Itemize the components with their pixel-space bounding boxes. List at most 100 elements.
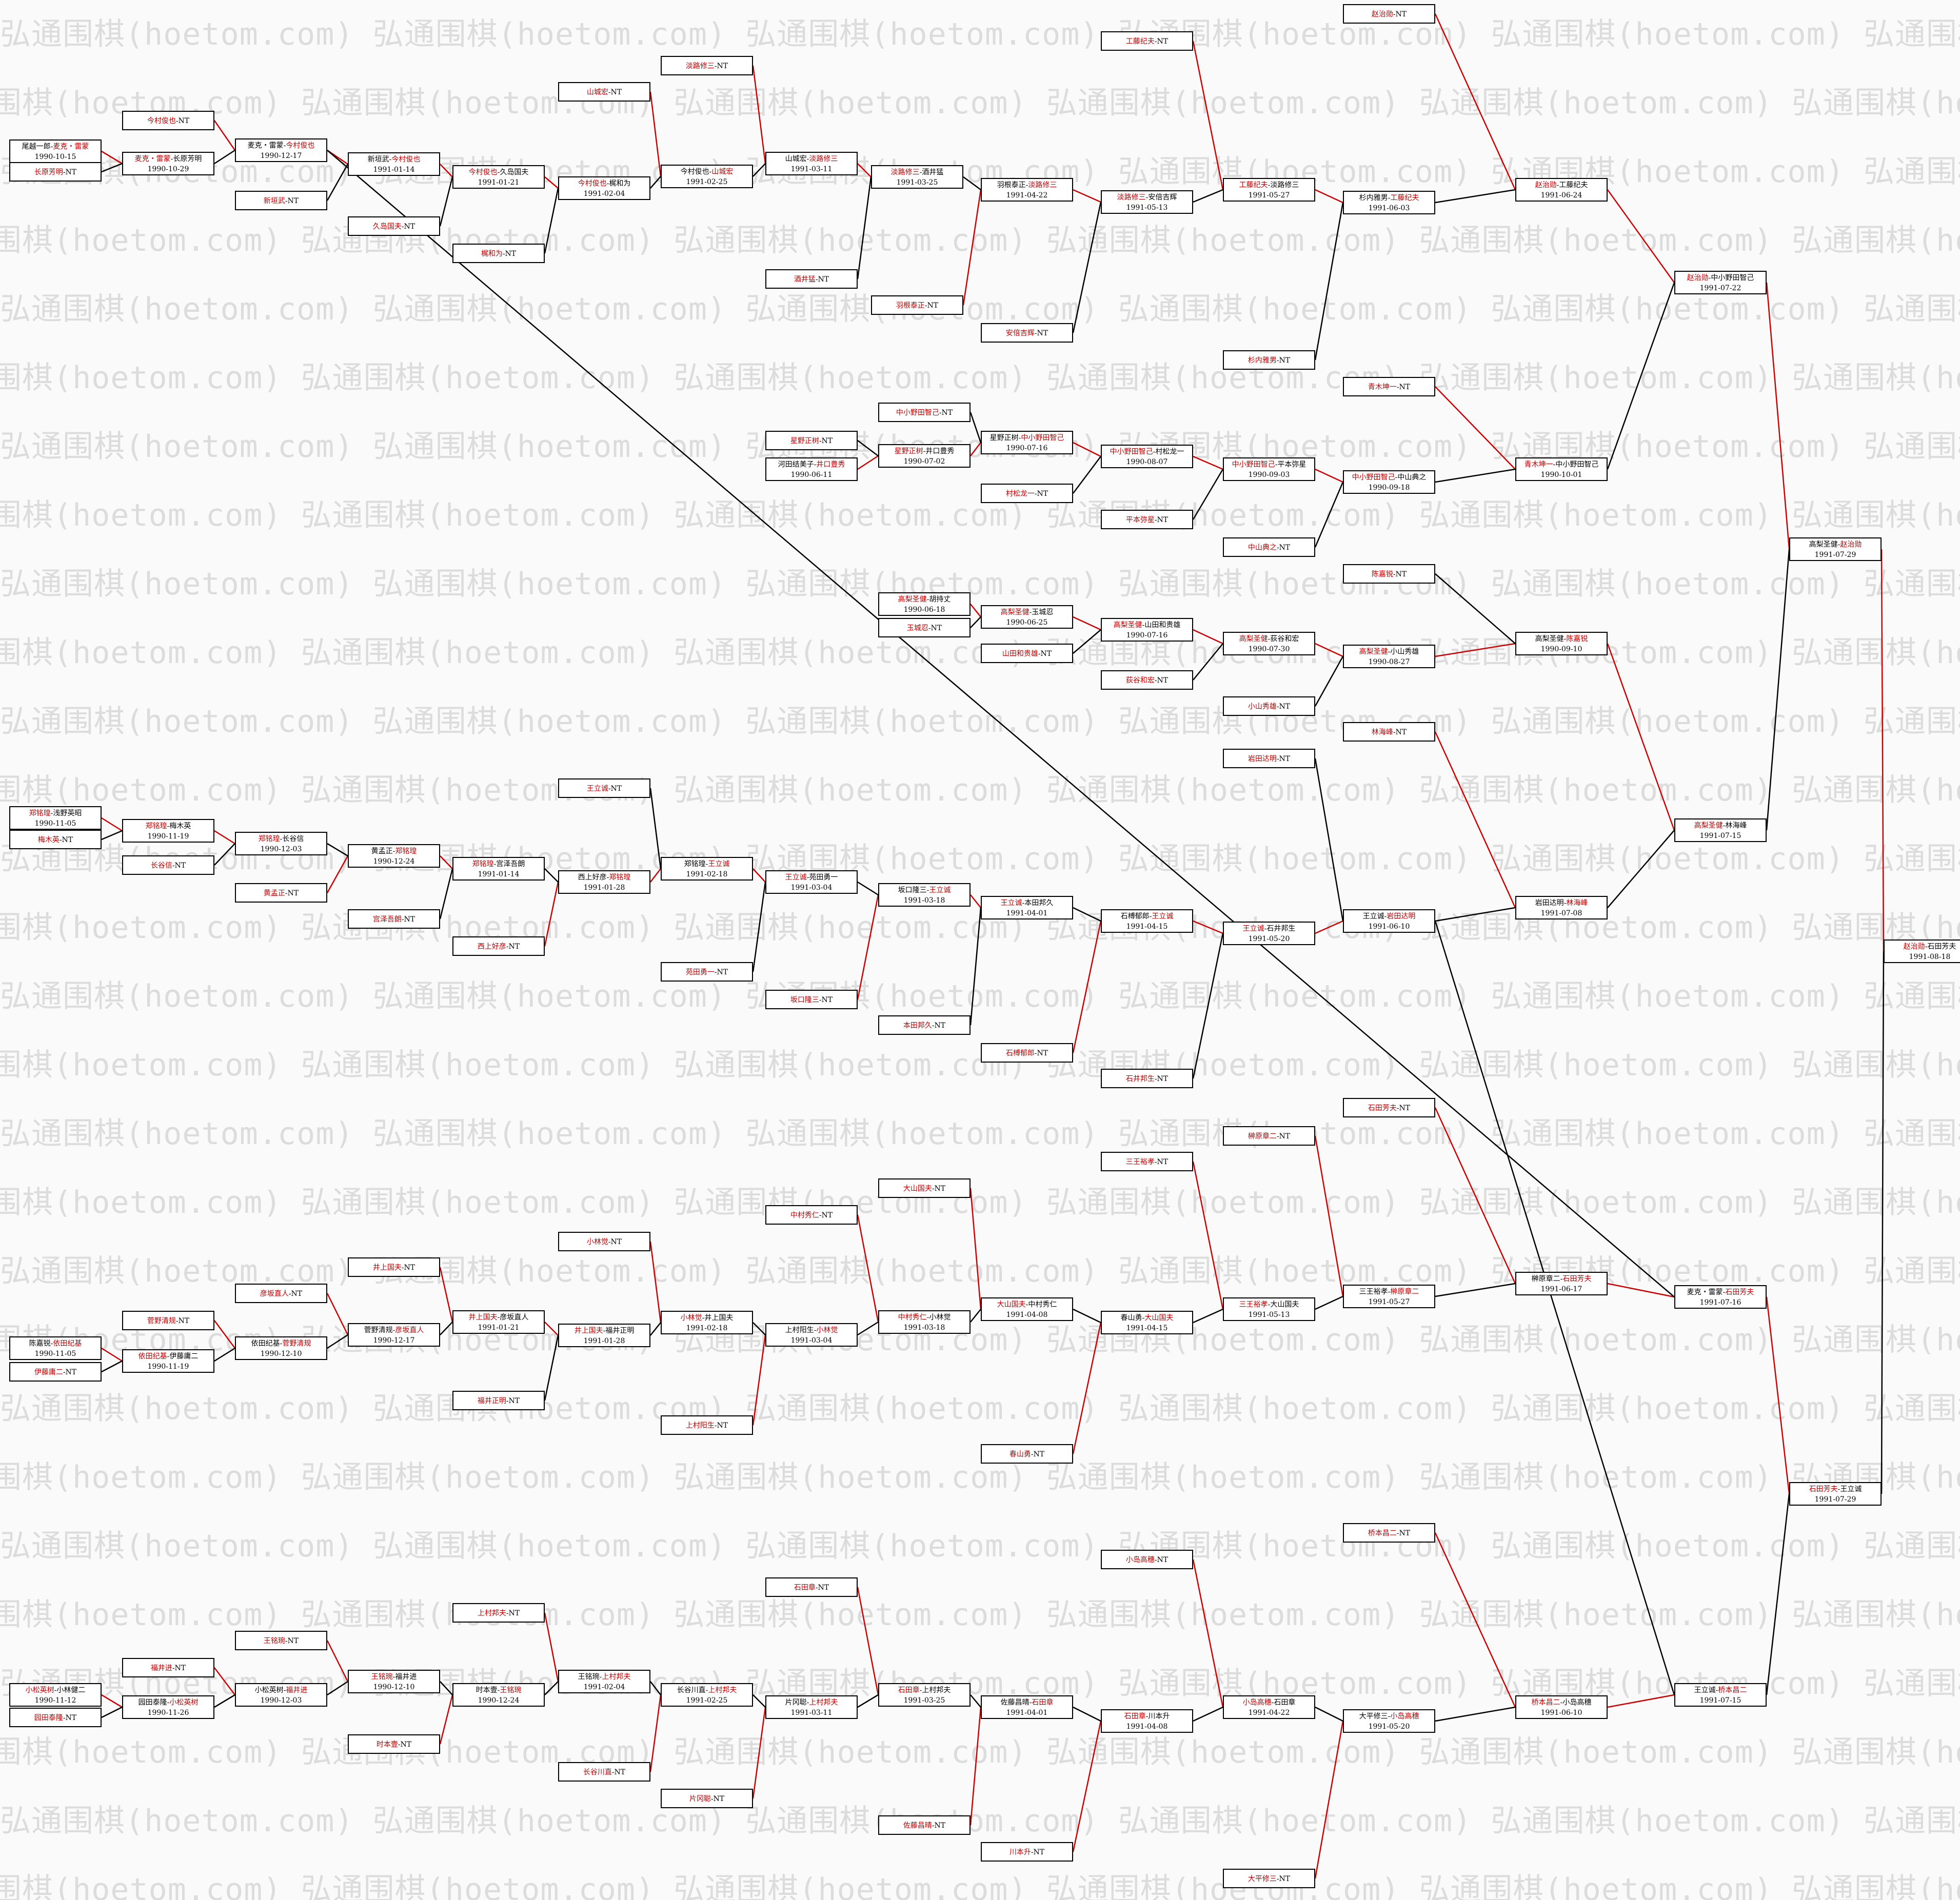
match-node: 王立诚-石井邦生 1991-05-20 xyxy=(1223,922,1315,945)
player-name: 石田芳夫 xyxy=(1368,1104,1397,1112)
bracket-connector xyxy=(1315,920,1343,934)
player-name: 麦克・雷蒙 xyxy=(53,143,89,151)
player-name: 本田邦久 xyxy=(1024,899,1054,907)
bracket-connector xyxy=(1880,951,1885,1494)
match-node: 王立诚-桥本昌二 1991-07-15 xyxy=(1674,1683,1767,1707)
player-name: 王立诚 xyxy=(1152,912,1174,921)
player-name: 岩田达明 xyxy=(1248,755,1277,763)
bracket-connector xyxy=(1192,933,1224,1079)
player-name: 福井进 xyxy=(395,1673,417,1681)
player-name: 郑铭瑝 xyxy=(145,822,167,830)
bye-entry: 岩田达明-NT xyxy=(1223,749,1315,768)
match-date: 1991-01-21 xyxy=(478,178,520,187)
match-node: 石榑郁郎-王立诚 1991-04-15 xyxy=(1101,909,1193,933)
player-name: 中村秀仁 xyxy=(790,1211,819,1219)
player-name: 园田泰隆 xyxy=(34,1714,63,1722)
bracket-connector xyxy=(327,1681,348,1696)
player-name: 青木坤一 xyxy=(1368,383,1397,391)
player-name: 王立诚 xyxy=(1694,1686,1716,1694)
bracket-connector xyxy=(1192,1559,1224,1708)
player-name: 上村邦夫 xyxy=(477,1609,506,1617)
match-date: 1990-08-27 xyxy=(1368,658,1410,666)
player-name: 高梨圣健 xyxy=(1113,621,1142,629)
bracket-connector xyxy=(753,1694,766,1708)
match-node: 大平修三-小岛高穗 1991-05-20 xyxy=(1343,1709,1435,1733)
match-date: 1991-07-22 xyxy=(1699,284,1741,292)
bye-entry: 片冈聪-NT xyxy=(661,1789,753,1808)
bracket-connector xyxy=(1434,921,1675,1695)
bracket-connector xyxy=(326,855,349,893)
match-date: 1991-04-08 xyxy=(1006,1311,1048,1319)
bracket-connector xyxy=(1315,1295,1343,1310)
player-name: 中山典之 xyxy=(1248,544,1277,552)
player-name: 井口豊秀 xyxy=(925,447,955,455)
match-date: 1991-07-16 xyxy=(1699,1298,1741,1307)
bracket-connector xyxy=(970,616,981,628)
bracket-connector xyxy=(1607,1694,1675,1708)
match-date: 1991-08-18 xyxy=(1909,953,1951,961)
match-node: 麦克・雷蒙-长原芳明 1990-10-29 xyxy=(122,152,214,175)
bracket-connector xyxy=(649,1241,662,1323)
bracket-connector xyxy=(1192,1161,1224,1310)
bracket-connector xyxy=(1073,442,1101,457)
player-name: 小林觉 xyxy=(586,1238,608,1246)
bracket-connector xyxy=(214,1347,235,1362)
player-name: 石田章 xyxy=(1124,1712,1146,1721)
player-name: 淡路修三 xyxy=(1117,193,1146,202)
player-name: 梶和为 xyxy=(481,250,503,258)
player-name: 村松龙一 xyxy=(1155,448,1184,456)
bracket-connector xyxy=(1766,549,1790,831)
match-node: 高梨圣健-胡持丈 1990-06-18 xyxy=(878,592,971,616)
bye-entry: 坂口隆三-NT xyxy=(765,990,858,1009)
match-node: 高梨圣健-小山秀雄 1990-08-27 xyxy=(1343,645,1435,668)
player-name: 久岛国夫 xyxy=(500,168,529,176)
bye-entry: 青木坤一-NT xyxy=(1343,377,1435,396)
player-name: 星野正树 xyxy=(989,434,1019,442)
match-date: 1991-07-15 xyxy=(1699,1696,1741,1705)
bye-entry: 川本升-NT xyxy=(981,1842,1073,1862)
match-node: 西上好彦-郑铭瑝 1991-01-28 xyxy=(558,870,650,894)
bracket-connector xyxy=(857,440,879,456)
match-node: 榊原章二-石田芳夫 1991-06-17 xyxy=(1515,1272,1608,1295)
bracket-connector xyxy=(1607,189,1675,283)
bracket-connector xyxy=(101,163,123,173)
player-name: 麦克・雷蒙 xyxy=(1687,1288,1723,1296)
bracket-connector xyxy=(440,164,453,177)
bye-entry: 久岛国夫-NT xyxy=(348,216,440,236)
player-name: 中小野田智己 xyxy=(1110,448,1153,456)
bye-entry: 玉城忍-NT xyxy=(878,618,971,637)
match-date: 1990-12-24 xyxy=(373,857,415,866)
player-name: 羽根泰正 xyxy=(896,302,925,310)
bracket-connector xyxy=(857,163,872,177)
bracket-connector xyxy=(327,1334,348,1349)
bracket-connector xyxy=(1314,758,1344,922)
match-node: 石田章-上村邦夫 1991-03-25 xyxy=(878,1683,971,1707)
player-name: 陈嘉锐 xyxy=(1371,570,1393,578)
player-name: 小山秀雄 xyxy=(1390,648,1419,656)
bracket-connector xyxy=(214,830,235,845)
player-name: 三王裕孝 xyxy=(1125,1158,1155,1166)
bracket-connector xyxy=(327,150,1675,1297)
bracket-connector xyxy=(970,894,981,908)
match-date: 1991-03-25 xyxy=(896,178,938,187)
match-node: 郑铭瑝-王立诚 1991-02-18 xyxy=(661,857,753,881)
player-name: 佐藤昌晴 xyxy=(1000,1698,1030,1707)
player-name: 麦克・雷蒙 xyxy=(134,155,171,163)
player-name: 井上国夫 xyxy=(372,1264,402,1272)
player-name: 片冈聪 xyxy=(785,1698,807,1707)
player-name: 高梨圣健 xyxy=(1000,608,1030,616)
player-name: 石田芳夫 xyxy=(1725,1288,1754,1296)
bye-entry: 三王裕孝-NT xyxy=(1101,1152,1193,1171)
player-name: 工藤纪夫 xyxy=(1239,181,1268,189)
match-date: 1990-11-19 xyxy=(147,1363,189,1371)
player-name: 石田芳夫 xyxy=(1927,943,1956,951)
match-node: 小岛高穗-石田章 1991-04-22 xyxy=(1223,1695,1315,1719)
match-node: 井上国夫-福井正明 1991-01-28 xyxy=(558,1324,650,1347)
match-date: 1991-03-04 xyxy=(790,884,833,892)
bracket-connector xyxy=(327,843,348,857)
match-node: 今村俊也-久岛国夫 1991-01-21 xyxy=(452,165,545,189)
bye-entry: 中山典之-NT xyxy=(1223,537,1315,557)
match-node: 新垣武-今村俊也 1991-01-14 xyxy=(348,152,440,176)
match-date: 1990-11-19 xyxy=(147,832,189,841)
bye-entry: 佐藤昌晴-NT xyxy=(878,1815,971,1835)
